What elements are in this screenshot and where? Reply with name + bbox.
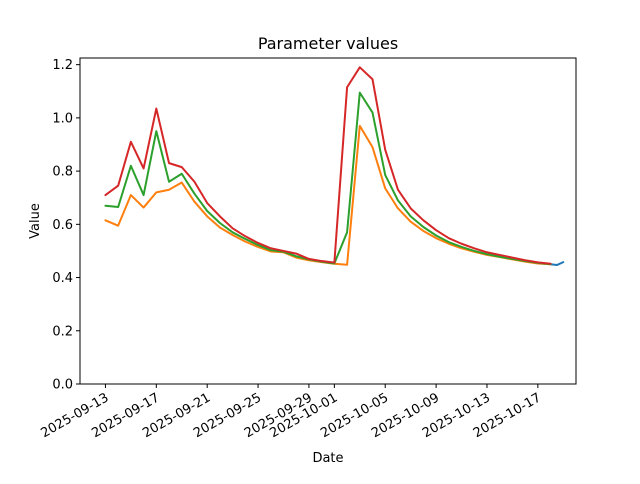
series-line-4 [104, 66, 552, 265]
y-tick-label: 0.8 [52, 165, 73, 180]
y-axis-label: Value [28, 203, 43, 239]
y-tick-label: 0.2 [52, 324, 73, 339]
y-tick-label: 0.0 [52, 378, 73, 393]
y-tick-label: 0.4 [52, 271, 73, 286]
y-tick-label: 1.0 [52, 111, 73, 126]
series-layer [104, 66, 565, 267]
series-line-1 [549, 261, 565, 267]
y-axis: 0.0 0.2 0.4 0.6 0.8 1.0 1.2 [52, 58, 80, 393]
y-tick-label: 1.2 [52, 58, 73, 73]
x-axis-label: Date [312, 451, 343, 466]
y-tick-label: 0.6 [52, 218, 73, 233]
chart-title: Parameter values [258, 34, 398, 53]
plot-frame [79, 57, 577, 385]
